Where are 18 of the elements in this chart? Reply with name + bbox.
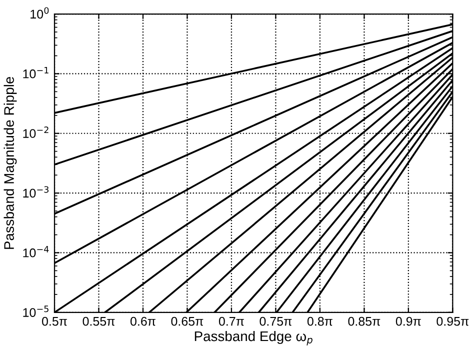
- x-tick-label: 0.95π: [436, 316, 469, 326]
- y-tick-label: 10$^{0}$: [30, 7, 49, 19]
- x-tick-label: 0.55π: [82, 316, 115, 326]
- y-tick-label: 10$^{−5}$: [23, 306, 48, 317]
- y-axis-title: Passband Magnitude Ripple: [4, 76, 17, 249]
- x-tick-label: 0.65π: [171, 316, 204, 326]
- y-tick-label: 10$^{−1}$: [23, 66, 48, 78]
- x-axis-title: Passband Edge ω$_{p}$: [194, 330, 312, 346]
- x-tick-label: 0.6π: [130, 316, 156, 326]
- x-tick-label: 0.8π: [307, 316, 332, 326]
- y-tick-label: 10$^{−2}$: [23, 126, 48, 138]
- x-tick-label: 0.5π: [42, 316, 67, 326]
- y-tick-label: 10$^{−3}$: [23, 186, 48, 198]
- x-tick-label: 0.75π: [260, 316, 292, 326]
- x-tick-label: 0.9π: [396, 316, 421, 326]
- x-tick-label: 0.85π: [348, 316, 380, 326]
- x-tick-label: 0.7π: [218, 316, 244, 326]
- y-tick-label: 10$^{−4}$: [23, 246, 49, 258]
